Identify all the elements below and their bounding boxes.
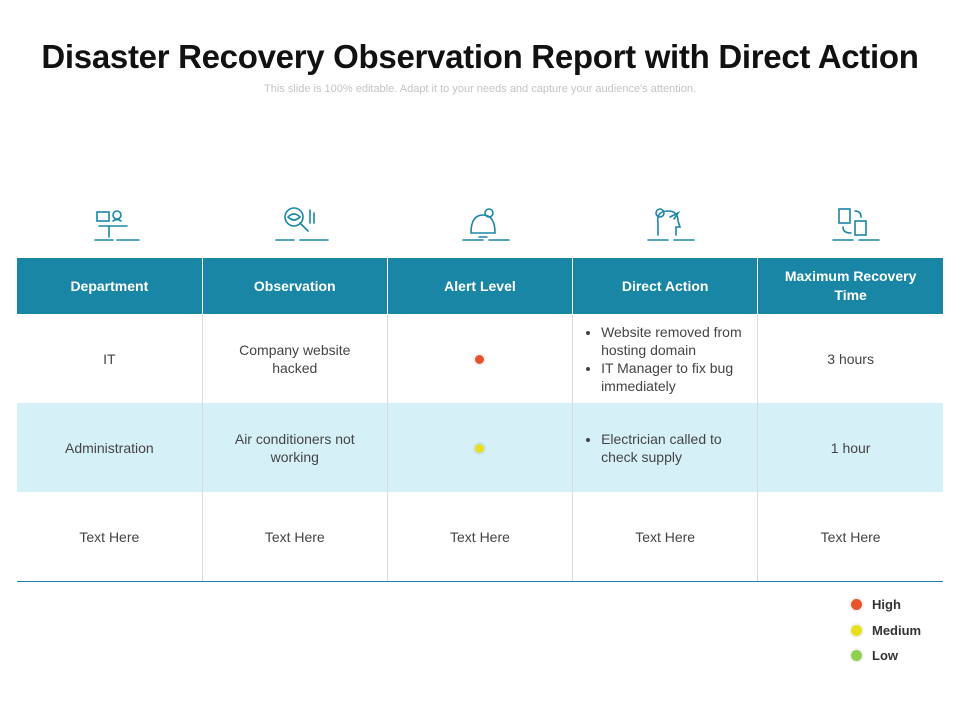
action-list: Website removed from hosting domainIT Ma… [587, 323, 743, 395]
header-row: Department Observation Alert Level Direct A… [17, 258, 943, 314]
legend-dot [851, 599, 862, 611]
table-row: Text Here Text Here Text Here Text Here Text… [17, 492, 943, 582]
legend-item: Low [851, 643, 921, 669]
subtitle: This slide is 100% editable. Adapt it to… [264, 83, 696, 95]
action-item: Website removed from hosting domain [601, 323, 743, 359]
title: Disaster Recovery Observation Report wit… [41, 38, 919, 75]
legend-label: Low [872, 648, 898, 664]
table-cell: 3 hours [827, 350, 874, 367]
table-cell: IT [17, 314, 203, 403]
column-header: Direct Action [572, 258, 759, 314]
icon-recovery [832, 208, 880, 241]
action-list: Electrician called to check supply [587, 430, 743, 466]
alert-dot [475, 443, 485, 453]
legend-item: High [851, 592, 921, 618]
icon-observation [275, 207, 329, 241]
legend-dot [851, 650, 862, 662]
column-header: Department [17, 258, 203, 314]
table-cell: Text Here [202, 492, 388, 582]
column-header: Alert Level [387, 258, 574, 314]
legend-item: Medium [851, 618, 921, 644]
table-cell: Website removed from hosting domainIT Ma… [572, 314, 759, 403]
table-cell: 1 hour [757, 403, 943, 492]
table-cell: Electrician called to check supply [572, 403, 759, 492]
table-cell [387, 403, 574, 492]
table-cell: Text Here [572, 492, 759, 582]
table-cell [387, 314, 574, 403]
table-cell: Company website hacked [202, 314, 388, 403]
table-cell: Air conditioners not working [202, 403, 388, 492]
column-header: Observation [202, 258, 388, 314]
alert-dot [475, 354, 485, 364]
table-cell: Text Here [757, 492, 943, 582]
legend: High Medium Low [851, 592, 921, 669]
icon-action [647, 208, 695, 241]
column-header: Maximum Recovery Time [757, 258, 943, 314]
legend-label: Medium [872, 622, 922, 638]
icon-department [94, 210, 140, 241]
action-item: Electrician called to check supply [601, 430, 743, 466]
icon-alert [462, 208, 510, 241]
legend-label: High [872, 597, 901, 613]
table-cell: Text Here [17, 492, 203, 582]
action-item: IT Manager to fix bug immediately [601, 359, 743, 395]
table: Department Observation Alert Level Direct A… [17, 258, 943, 582]
icons [94, 207, 880, 241]
table-cell: Administration [17, 403, 203, 492]
table-row: Administration Air conditioners not worki… [17, 403, 943, 492]
table-cell: Text Here [387, 492, 574, 582]
legend-dot [851, 624, 862, 636]
